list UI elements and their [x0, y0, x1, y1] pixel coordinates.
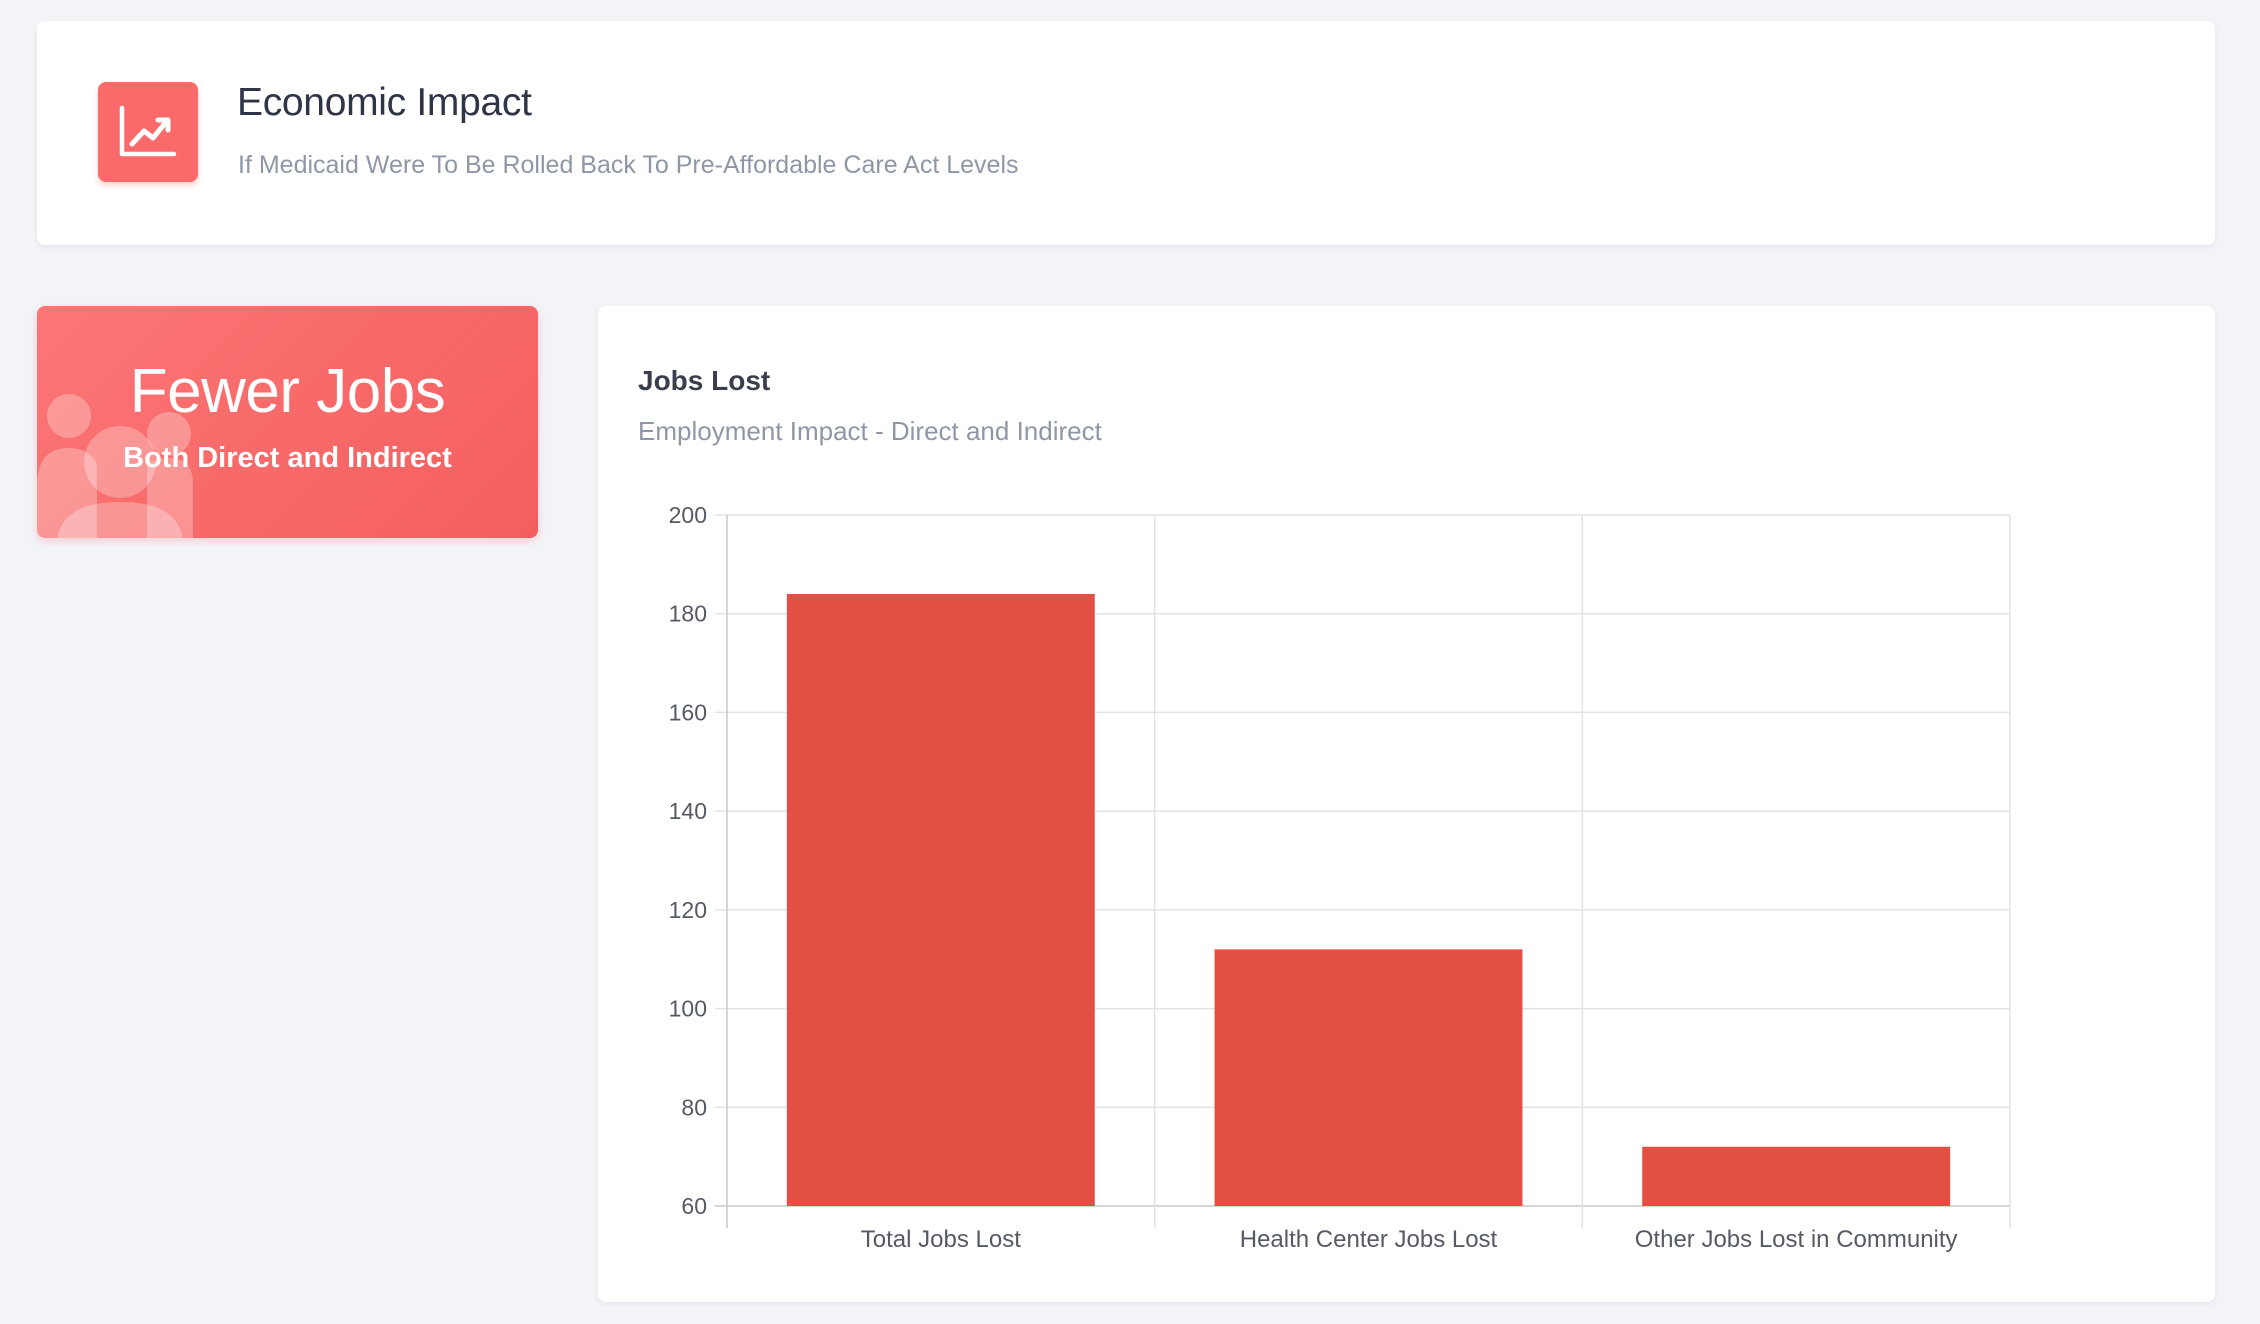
y-tick-label: 180 [669, 601, 707, 627]
x-tick-label: Health Center Jobs Lost [1240, 1226, 1498, 1253]
users-icon [37, 394, 193, 538]
chart-card: Jobs Lost Employment Impact - Direct and… [598, 306, 2215, 1302]
chart-bars [786, 593, 1951, 1206]
y-tick-label: 140 [669, 798, 707, 824]
fewer-jobs-card: Fewer Jobs Both Direct and Indirect [37, 306, 538, 538]
bar[interactable] [1642, 1146, 1951, 1206]
bar[interactable] [786, 593, 1095, 1206]
y-tick-label: 200 [669, 502, 707, 528]
summary-subtitle: Both Direct and Indirect [123, 442, 452, 474]
bar-chart: 60 80 100 120 140 160 180 200 Total Jobs Lost Hea… [669, 502, 2011, 1253]
y-tick-label: 100 [669, 996, 707, 1022]
y-tick-label: 160 [669, 699, 707, 725]
page-title: Economic Impact [237, 81, 532, 124]
summary-title: Fewer Jobs [129, 357, 446, 426]
header-card: Economic Impact If Medicaid Were To Be R… [37, 21, 2215, 245]
bar[interactable] [1214, 949, 1523, 1206]
y-tick-label: 120 [669, 897, 707, 923]
chart-title: Jobs Lost [638, 365, 771, 396]
y-tick-label: 60 [681, 1193, 707, 1219]
y-tick-label: 80 [681, 1094, 707, 1120]
chart-line-icon [98, 82, 198, 182]
x-tick-label: Other Jobs Lost in Community [1635, 1226, 1958, 1253]
chart-subtitle: Employment Impact - Direct and Indirect [638, 416, 1102, 446]
chart-labels: 60 80 100 120 140 160 180 200 Total Jobs Lost Hea… [669, 502, 1958, 1253]
page-subtitle: If Medicaid Were To Be Rolled Back To Pr… [238, 151, 1019, 179]
x-tick-label: Total Jobs Lost [861, 1226, 1021, 1253]
